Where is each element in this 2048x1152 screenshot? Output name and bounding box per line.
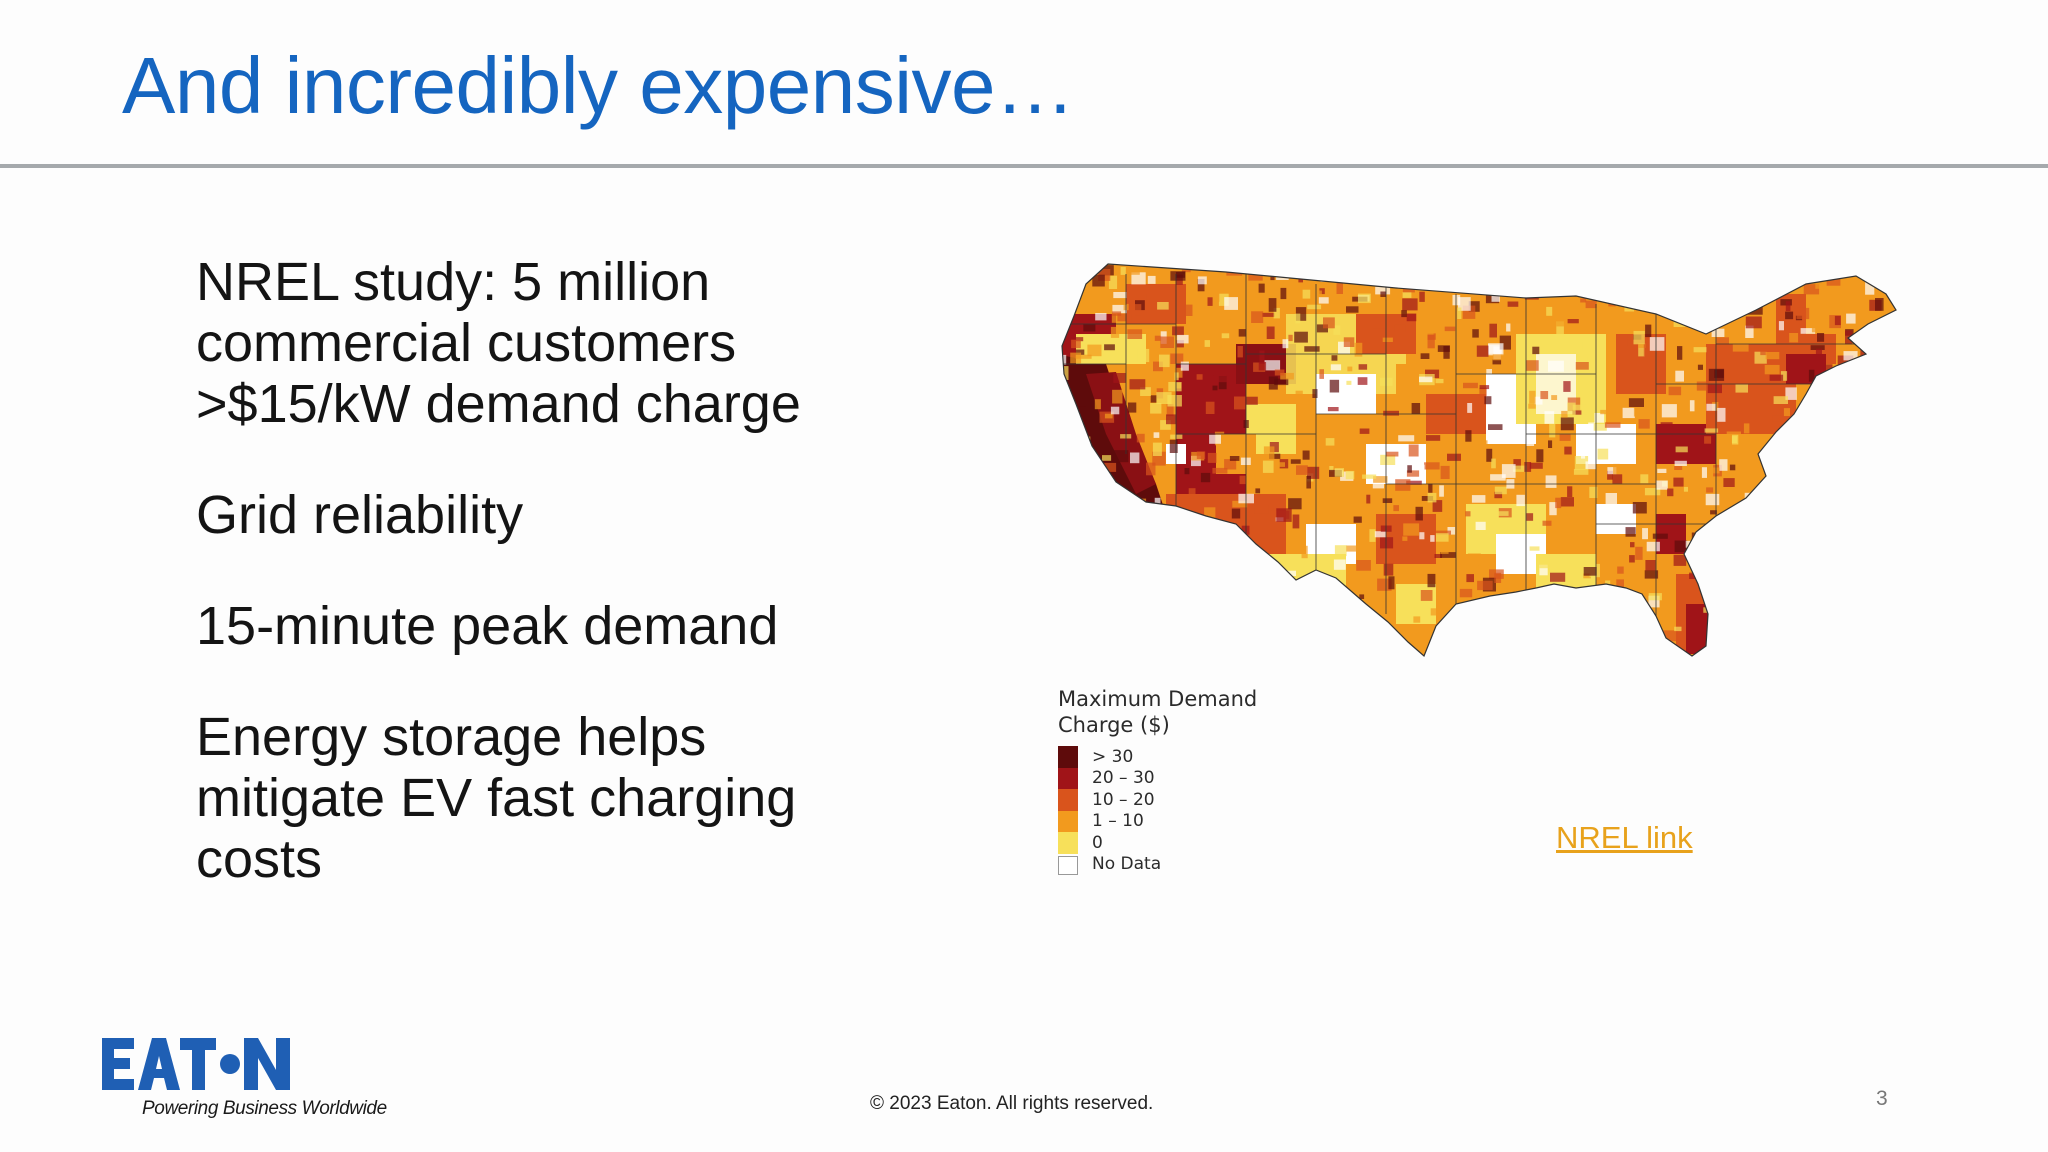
eaton-logo: [102, 1036, 292, 1092]
legend-item: 10 – 20: [1058, 789, 1288, 811]
demand-charge-map: [1016, 254, 1916, 896]
legend-items: > 30 20 – 30 10 – 20 1 – 10 0 No Data: [1058, 746, 1288, 875]
legend-label: 10 – 20: [1092, 789, 1155, 810]
map-legend: Maximum Demand Charge ($) > 30 20 – 30 1…: [1058, 686, 1288, 875]
legend-item: > 30: [1058, 746, 1288, 768]
legend-label: > 30: [1092, 746, 1134, 767]
page-number: 3: [1876, 1087, 1888, 1110]
nrel-link[interactable]: NREL link: [1556, 820, 1693, 855]
logo-tagline: Powering Business Worldwide: [142, 1098, 387, 1119]
copyright-text: © 2023 Eaton. All rights reserved.: [870, 1093, 1154, 1114]
us-map-image: [1061, 263, 1897, 658]
legend-swatch: [1058, 767, 1078, 789]
legend-swatch: [1058, 832, 1078, 854]
legend-swatch: [1058, 789, 1078, 811]
legend-item: 0: [1058, 832, 1288, 854]
legend-item: 20 – 30: [1058, 767, 1288, 789]
eaton-logo-mark: [102, 1038, 290, 1090]
legend-swatch: [1058, 855, 1078, 875]
legend-swatch: [1058, 810, 1078, 832]
legend-title: Maximum Demand Charge ($): [1058, 687, 1258, 737]
legend-swatch: [1058, 746, 1078, 768]
legend-label: 1 – 10: [1092, 811, 1144, 832]
legend-label: 20 – 30: [1092, 768, 1155, 789]
bullet-item: Energy storage helps mitigate EV fast ch…: [196, 707, 797, 889]
title-divider: [0, 164, 2048, 168]
bullet-list: NREL study: 5 million commercial custome…: [196, 252, 876, 940]
bullet-item: Grid reliability: [196, 485, 524, 545]
slide-title: And incredibly expensive…: [122, 41, 1075, 130]
bullet-item: 15-minute peak demand: [196, 596, 779, 656]
legend-item: No Data: [1058, 854, 1288, 876]
legend-label: 0: [1092, 832, 1103, 853]
bullet-item: NREL study: 5 million commercial custome…: [196, 252, 801, 434]
legend-item: 1 – 10: [1058, 810, 1288, 832]
legend-label: No Data: [1092, 854, 1162, 875]
